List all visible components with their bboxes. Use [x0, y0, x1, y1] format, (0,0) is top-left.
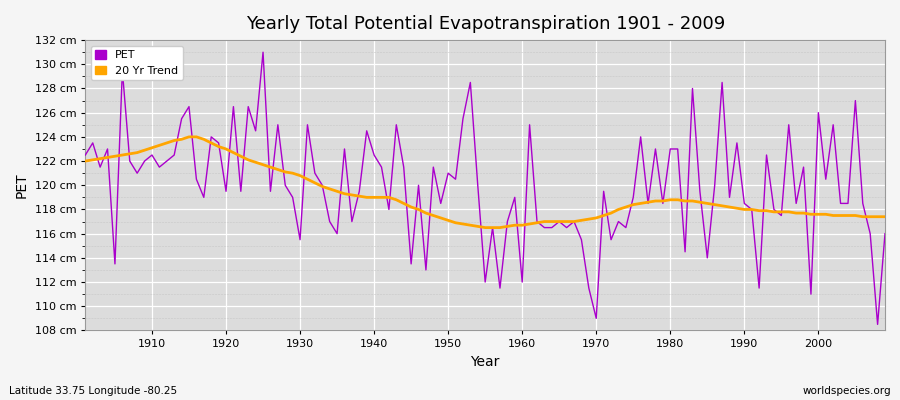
X-axis label: Year: Year: [471, 355, 500, 369]
Legend: PET, 20 Yr Trend: PET, 20 Yr Trend: [91, 46, 183, 80]
Text: worldspecies.org: worldspecies.org: [803, 386, 891, 396]
Text: Latitude 33.75 Longitude -80.25: Latitude 33.75 Longitude -80.25: [9, 386, 177, 396]
Y-axis label: PET: PET: [15, 172, 29, 198]
Title: Yearly Total Potential Evapotranspiration 1901 - 2009: Yearly Total Potential Evapotranspiratio…: [246, 15, 724, 33]
